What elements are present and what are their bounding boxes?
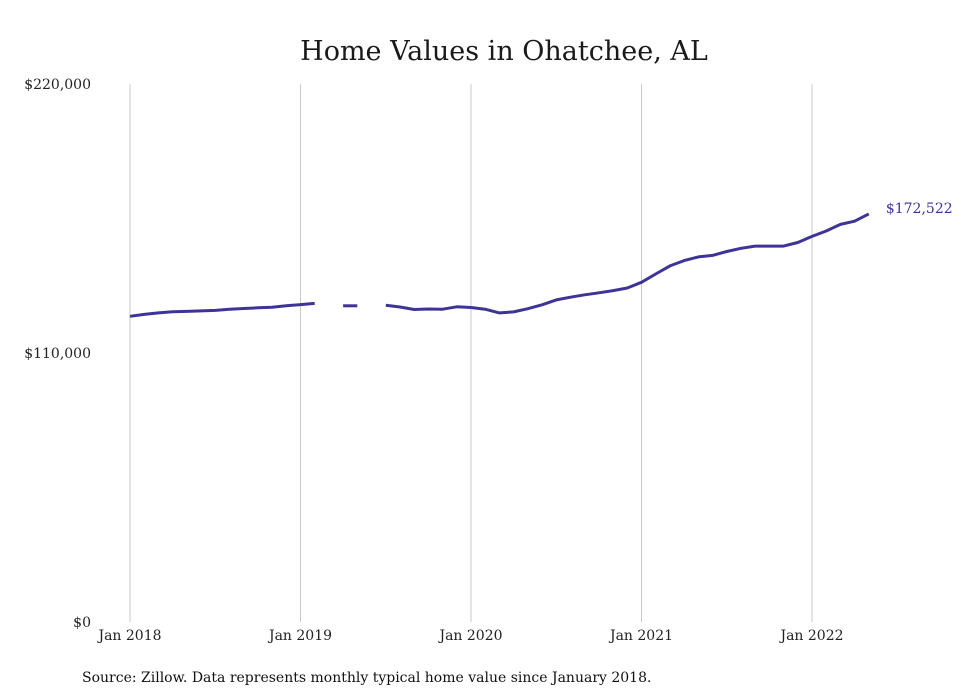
series-0-segment-0 xyxy=(129,301,315,318)
end-value-label: $172,522 xyxy=(886,201,953,217)
x-tick-label: Jan 2020 xyxy=(437,628,502,644)
x-tick-label: Jan 2018 xyxy=(96,628,161,644)
gridlines xyxy=(129,84,813,622)
x-axis-ticks: Jan 2018 Jan 2019 Jan 2020 Jan 2021 Jan 2022 xyxy=(96,628,843,644)
y-tick-label: $110,000 xyxy=(24,346,91,362)
series-line xyxy=(129,212,870,318)
y-tick-label: $220,000 xyxy=(24,77,91,93)
x-tick-label: Jan 2022 xyxy=(778,628,843,644)
y-tick-label: $0 xyxy=(73,615,91,631)
x-tick-label: Jan 2019 xyxy=(267,628,332,644)
chart-title: Home Values in Ohatchee, AL xyxy=(300,36,708,67)
source-note: Source: Zillow. Data represents monthly … xyxy=(82,670,651,686)
y-axis-ticks: $0 $110,000 $220,000 xyxy=(24,77,91,631)
series-0-segment-2 xyxy=(385,212,870,315)
annotations: $172,522 xyxy=(886,201,953,217)
x-tick-label: Jan 2021 xyxy=(608,628,673,644)
